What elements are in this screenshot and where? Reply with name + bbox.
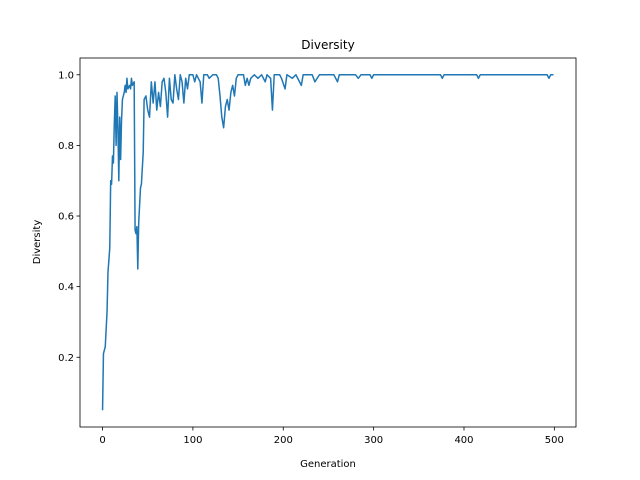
chart-title: Diversity bbox=[301, 38, 354, 52]
x-tick-label: 0 bbox=[99, 435, 105, 446]
line-series bbox=[101, 74, 554, 411]
y-tick-label: 0.8 bbox=[58, 141, 74, 152]
y-tick-label: 0.4 bbox=[58, 282, 74, 293]
x-tick-label: 300 bbox=[364, 435, 383, 446]
y-tick-label: 0.6 bbox=[58, 212, 74, 223]
y-tick-label: 0.2 bbox=[58, 353, 74, 364]
x-tick-label: 200 bbox=[274, 435, 293, 446]
y-axis-label: Diversity bbox=[32, 220, 43, 265]
plot-frame bbox=[79, 57, 577, 428]
x-tick-label: 100 bbox=[183, 435, 202, 446]
x-tick-label: 500 bbox=[545, 435, 564, 446]
x-tick-label: 400 bbox=[454, 435, 473, 446]
y-tick-label: 1.0 bbox=[58, 70, 74, 81]
x-axis-label: Generation bbox=[300, 459, 356, 470]
